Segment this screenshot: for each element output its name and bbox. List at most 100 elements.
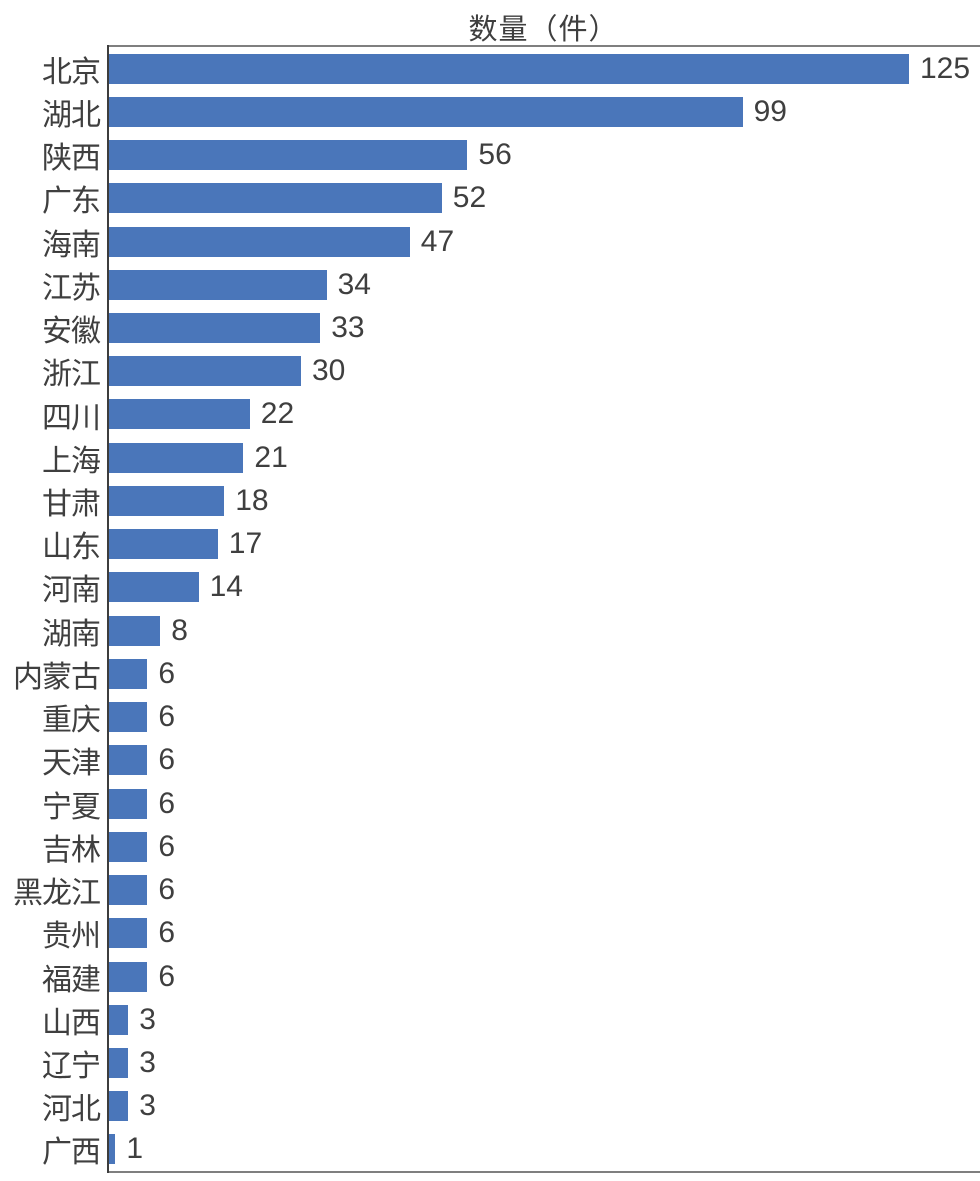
category-label: 吉林	[42, 833, 101, 867]
bar-row: 安徽 33	[0, 306, 980, 349]
value-label: 34	[337, 267, 371, 301]
bar	[109, 918, 148, 949]
bar-row: 甘肃 18	[0, 479, 980, 522]
bar-row: 湖北 99	[0, 90, 980, 133]
bar	[109, 485, 225, 516]
value-label: 6	[158, 786, 176, 820]
bar-zone: 56	[109, 133, 980, 176]
value-label: 125	[920, 51, 971, 85]
bar	[109, 745, 148, 776]
value-label: 33	[331, 311, 365, 345]
category-label: 内蒙古	[13, 660, 101, 694]
bar	[109, 658, 148, 689]
bar	[109, 1134, 116, 1165]
category-label: 黑龙江	[13, 877, 101, 911]
bar-zone: 8	[109, 609, 980, 652]
value-label: 22	[260, 397, 295, 431]
bar	[109, 442, 244, 473]
bar-zone: 3	[109, 1085, 980, 1128]
bar	[109, 961, 148, 992]
bar	[109, 831, 148, 862]
bar-row: 贵州 6	[0, 912, 980, 955]
bar-row: 吉林 6	[0, 825, 980, 868]
value-label: 6	[158, 656, 176, 690]
bar-zone: 6	[109, 825, 980, 868]
category-label: 上海	[42, 444, 101, 478]
plot-bottom-border	[107, 1171, 980, 1173]
value-label: 3	[139, 1002, 156, 1036]
bar-row: 内蒙古 6	[0, 652, 980, 695]
bar	[109, 529, 218, 560]
bar	[109, 1091, 129, 1122]
value-label: 14	[209, 570, 243, 604]
bar-row: 广东 52	[0, 177, 980, 220]
bar-row: 广西 1	[0, 1128, 980, 1171]
bar-zone: 18	[109, 479, 980, 522]
bar	[109, 313, 321, 344]
category-label: 河南	[42, 574, 101, 608]
category-label: 北京	[42, 55, 101, 89]
bar-row: 天津 6	[0, 739, 980, 782]
bar-row: 黑龙江 6	[0, 868, 980, 911]
value-label: 6	[158, 873, 176, 907]
bar-row: 海南 47	[0, 220, 980, 263]
value-label: 56	[478, 138, 512, 172]
value-label: 52	[452, 181, 487, 215]
bar	[109, 140, 468, 171]
bar	[109, 615, 161, 646]
bar	[109, 96, 743, 127]
value-label: 6	[158, 700, 176, 734]
category-label: 福建	[42, 963, 101, 997]
bar	[109, 1004, 129, 1035]
category-label: 江苏	[42, 271, 101, 305]
bar-zone: 6	[109, 696, 980, 739]
bar-zone: 6	[109, 868, 980, 911]
bar	[109, 356, 301, 387]
value-label: 17	[228, 527, 263, 561]
bar	[109, 788, 148, 819]
value-label: 8	[171, 613, 188, 647]
bar-row: 福建 6	[0, 955, 980, 998]
bar-zone: 33	[109, 306, 980, 349]
category-label: 湖北	[42, 98, 101, 132]
bar	[109, 226, 410, 257]
category-label: 广东	[42, 185, 101, 219]
plot-area: 北京 125 湖北 99 陕西 56 广东 52 海南 47	[0, 47, 980, 1171]
category-label: 浙江	[42, 358, 101, 392]
category-label: 湖南	[42, 617, 101, 651]
bar-zone: 6	[109, 739, 980, 782]
bar-zone: 1	[109, 1128, 980, 1171]
bar-row: 江苏 34	[0, 263, 980, 306]
y-axis-line	[107, 45, 109, 1173]
bar-zone: 99	[109, 90, 980, 133]
chart-title: 数量（件）	[468, 14, 619, 46]
category-label: 河北	[42, 1093, 101, 1127]
bar-zone: 6	[109, 912, 980, 955]
bar-zone: 34	[109, 263, 980, 306]
value-label: 30	[312, 354, 346, 388]
bar-zone: 22	[109, 393, 980, 436]
bar	[109, 702, 148, 733]
plot-top-border	[107, 45, 980, 47]
value-label: 99	[753, 94, 787, 128]
bar-row: 北京 125	[0, 47, 980, 90]
value-label: 18	[235, 483, 269, 517]
value-label: 47	[420, 224, 455, 258]
value-label: 6	[158, 743, 176, 777]
category-label: 海南	[42, 228, 101, 262]
bar-zone: 47	[109, 220, 980, 263]
category-label: 陕西	[42, 142, 101, 176]
bar-zone: 14	[109, 566, 980, 609]
bar	[109, 53, 909, 84]
bar	[109, 399, 250, 430]
value-label: 3	[139, 1089, 156, 1123]
value-label: 3	[139, 1046, 156, 1079]
bar-row: 湖南 8	[0, 609, 980, 652]
category-label: 山东	[42, 531, 101, 565]
category-label: 重庆	[42, 704, 101, 738]
category-label: 甘肃	[42, 487, 101, 521]
value-label: 6	[158, 916, 176, 950]
bar-zone: 30	[109, 350, 980, 393]
value-label: 21	[254, 440, 288, 474]
